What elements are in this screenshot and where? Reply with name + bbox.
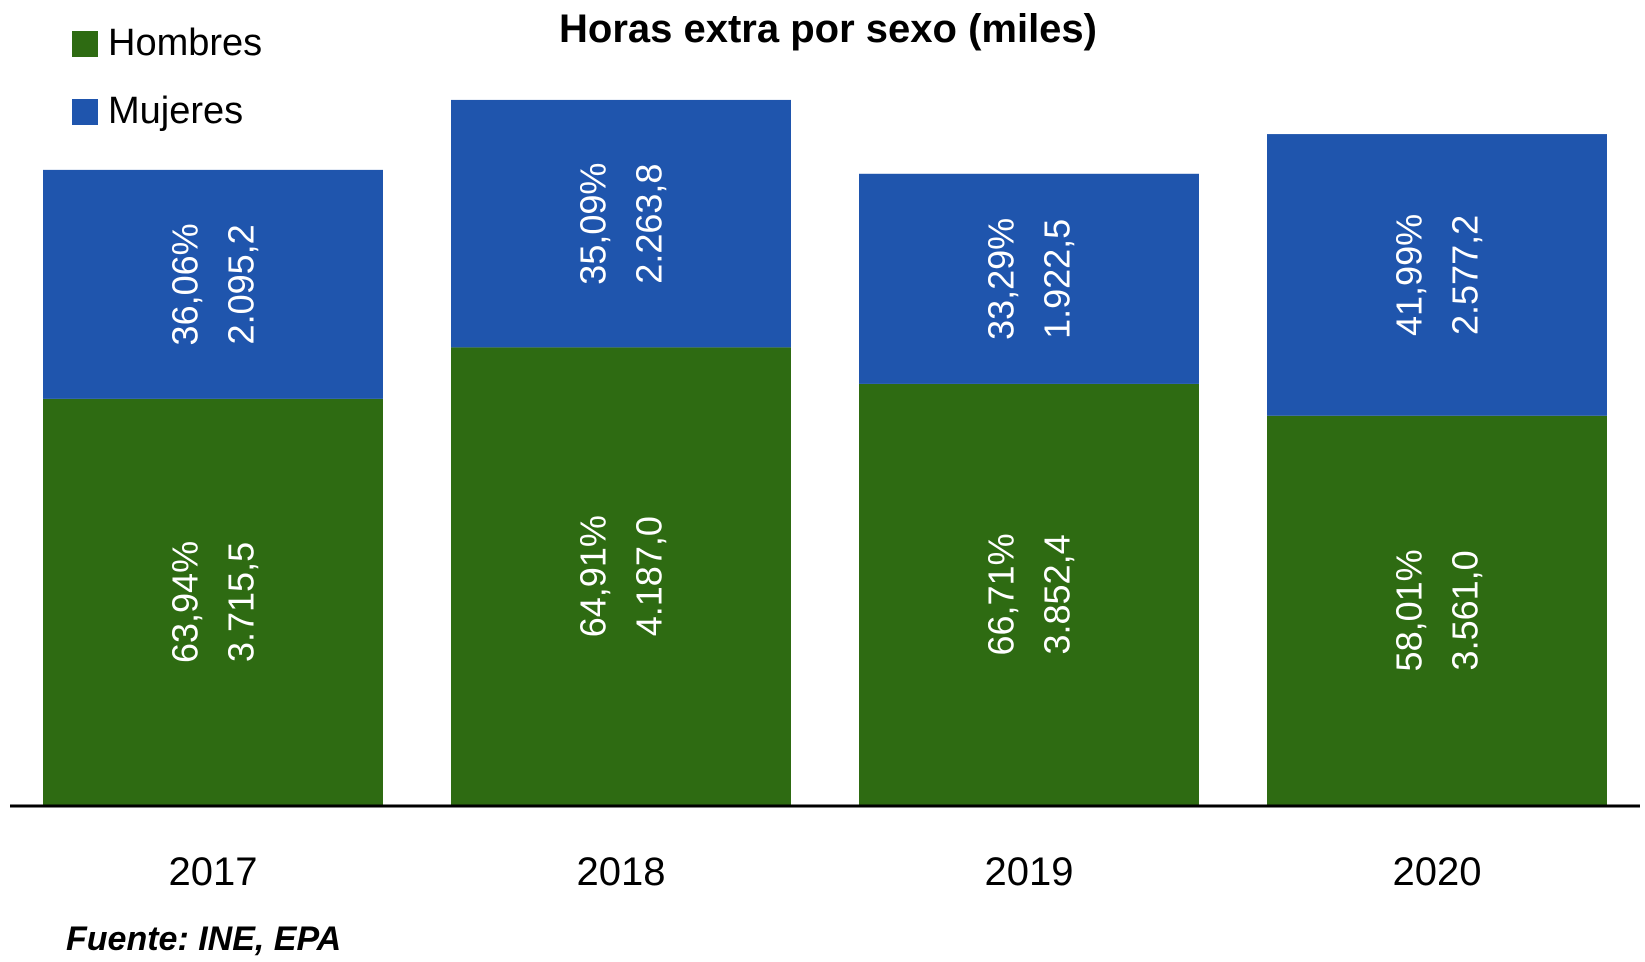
- bar-mujeres-2020: [1267, 134, 1607, 416]
- value-label-hombres-2019: 3.852,4: [1037, 534, 1078, 654]
- pct-label-mujeres-2019: 33,29%: [981, 218, 1022, 340]
- pct-label-hombres-2020: 58,01%: [1389, 549, 1430, 671]
- pct-label-mujeres-2017: 36,06%: [165, 223, 206, 345]
- value-label-hombres-2017: 3.715,5: [221, 542, 262, 662]
- bar-hombres-2018: [451, 347, 791, 805]
- value-label-mujeres-2018: 2.263,8: [629, 164, 670, 284]
- source-note: Fuente: INE, EPA: [66, 920, 341, 958]
- value-label-mujeres-2020: 2.577,2: [1445, 215, 1486, 335]
- value-label-hombres-2020: 3.561,0: [1445, 550, 1486, 670]
- x-tick-label-2019: 2019: [985, 850, 1074, 894]
- bar-hombres-2020: [1267, 415, 1607, 805]
- bar-mujeres-2019: [859, 173, 1199, 384]
- legend-swatch-hombres: [72, 31, 98, 57]
- x-tick-label-2020: 2020: [1393, 850, 1482, 894]
- x-tick-label-2017: 2017: [169, 850, 258, 894]
- bar-mujeres-2018: [451, 99, 791, 348]
- legend-swatch-mujeres: [72, 99, 98, 125]
- pct-label-mujeres-2018: 35,09%: [573, 163, 614, 285]
- value-label-mujeres-2019: 1.922,5: [1037, 219, 1078, 339]
- pct-label-hombres-2017: 63,94%: [165, 541, 206, 663]
- legend-label-mujeres: Mujeres: [108, 90, 243, 132]
- legend: Hombres Mujeres: [72, 22, 262, 132]
- bars: 63,94% 3.715,5 36,06% 2.095,2 64,91% 4.187,0 3…: [43, 99, 1607, 805]
- pct-label-hombres-2018: 64,91%: [573, 515, 614, 637]
- pct-label-hombres-2019: 66,71%: [981, 533, 1022, 655]
- x-axis-ticks: 2017 2018 2019 2020: [169, 850, 1482, 894]
- pct-label-mujeres-2020: 41,99%: [1389, 214, 1430, 336]
- value-label-mujeres-2017: 2.095,2: [221, 224, 262, 344]
- legend-label-hombres: Hombres: [108, 22, 262, 64]
- value-label-hombres-2018: 4.187,0: [629, 516, 670, 636]
- bar-hombres-2017: [43, 398, 383, 805]
- chart-title: Horas extra por sexo (miles): [559, 7, 1097, 51]
- bar-hombres-2019: [859, 383, 1199, 805]
- bar-mujeres-2017: [43, 169, 383, 399]
- x-tick-label-2018: 2018: [577, 850, 666, 894]
